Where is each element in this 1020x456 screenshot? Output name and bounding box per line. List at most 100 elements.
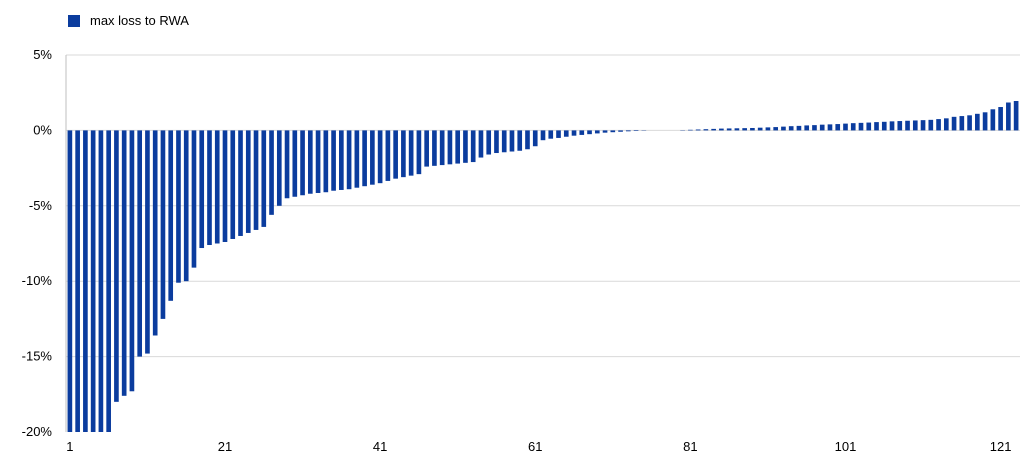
bar: [920, 120, 926, 131]
bar: [812, 125, 817, 131]
bar: [1006, 102, 1011, 131]
bar: [881, 121, 887, 131]
bar: [850, 123, 856, 131]
bar: [424, 130, 429, 167]
y-tick-label: 5%: [33, 47, 52, 62]
y-tick-label: -20%: [22, 424, 53, 439]
bar: [401, 130, 406, 178]
bar: [183, 130, 189, 282]
bar: [719, 128, 724, 131]
bar: [618, 130, 623, 132]
bar: [571, 130, 577, 136]
bar: [455, 130, 461, 164]
bar: [377, 130, 383, 184]
bar: [827, 124, 833, 131]
bar: [346, 130, 352, 190]
bar: [439, 130, 445, 166]
bar: [315, 130, 321, 193]
bar: [711, 128, 716, 131]
bar: [168, 130, 174, 301]
bar: [843, 123, 848, 131]
bar: [975, 113, 980, 131]
bar: [928, 119, 934, 131]
bar: [625, 130, 631, 132]
bar: [176, 130, 181, 283]
bar: [214, 130, 220, 244]
bar: [556, 130, 561, 138]
bar: [238, 130, 243, 236]
bar: [152, 130, 158, 336]
bar: [121, 130, 127, 396]
bar: [967, 115, 972, 131]
bar: [734, 128, 740, 131]
bar: [796, 125, 802, 131]
bar: [284, 130, 290, 199]
bar: [300, 130, 305, 196]
bar: [750, 127, 755, 131]
bar: [548, 130, 554, 139]
bar: [633, 130, 639, 132]
bar: [525, 130, 530, 150]
bar: [757, 127, 763, 131]
y-tick-label: -15%: [22, 349, 53, 364]
legend-label: max loss to RWA: [90, 13, 189, 28]
bar: [269, 130, 274, 215]
bar: [540, 130, 546, 141]
bar: [897, 121, 903, 131]
bar: [1013, 100, 1019, 131]
bar: [594, 130, 600, 134]
bar: [129, 130, 135, 392]
x-tick-label: 61: [528, 439, 542, 454]
bar: [114, 130, 119, 402]
bar: [323, 130, 329, 193]
bar: [75, 130, 80, 432]
bar: [331, 130, 336, 191]
bar: [990, 109, 996, 131]
bar: [307, 130, 313, 194]
bar: [245, 130, 251, 233]
x-tick-label: 41: [373, 439, 387, 454]
bar: [602, 130, 608, 133]
x-tick-label: 121: [990, 439, 1012, 454]
bar: [905, 120, 910, 131]
bar: [470, 130, 476, 163]
bar: [509, 130, 515, 152]
bar: [145, 130, 150, 354]
bar: [486, 130, 492, 155]
x-tick-label: 1: [66, 439, 73, 454]
x-tick-label: 21: [218, 439, 232, 454]
bar: [137, 130, 143, 357]
bar: [207, 130, 212, 246]
bar: [276, 130, 282, 206]
bar: [912, 120, 918, 131]
y-tick-label: 0%: [33, 122, 52, 137]
bar: [222, 130, 228, 242]
y-tick-label: -10%: [22, 273, 53, 288]
bar: [742, 128, 747, 131]
bar: [362, 130, 367, 187]
bar: [408, 130, 414, 176]
bar: [98, 130, 104, 432]
bar: [106, 130, 111, 432]
bar: [447, 130, 453, 165]
bar: [501, 130, 507, 153]
bar: [610, 130, 616, 133]
bar: [354, 130, 360, 188]
bar: [874, 122, 879, 131]
bar: [339, 130, 344, 190]
bar: [90, 130, 96, 432]
bar: [416, 130, 422, 175]
bar: [292, 130, 298, 197]
bar: [788, 126, 794, 131]
bar: [83, 130, 88, 432]
bar: [781, 126, 786, 131]
bar: [936, 119, 941, 131]
bar: [532, 130, 538, 147]
bar: [261, 130, 267, 227]
bar: [695, 129, 701, 131]
bar: [703, 129, 709, 131]
bar: [889, 121, 895, 131]
bar: [587, 130, 592, 135]
bar: [819, 124, 825, 131]
